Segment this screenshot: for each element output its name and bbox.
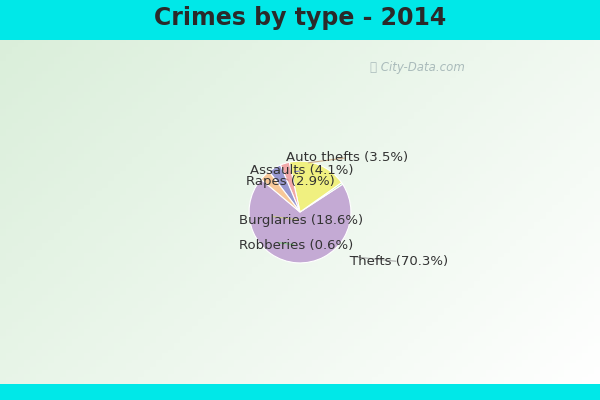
Wedge shape <box>280 162 300 212</box>
Wedge shape <box>249 179 351 263</box>
Wedge shape <box>269 165 300 212</box>
Text: Burglaries (18.6%): Burglaries (18.6%) <box>239 214 364 227</box>
Text: Thefts (70.3%): Thefts (70.3%) <box>350 255 448 268</box>
Text: Assaults (4.1%): Assaults (4.1%) <box>250 164 354 177</box>
Wedge shape <box>300 183 343 212</box>
Text: Crimes by type - 2014: Crimes by type - 2014 <box>154 6 446 30</box>
Text: ⓘ City-Data.com: ⓘ City-Data.com <box>370 61 465 74</box>
Text: Auto thefts (3.5%): Auto thefts (3.5%) <box>286 151 409 164</box>
Text: Robberies (0.6%): Robberies (0.6%) <box>239 238 354 252</box>
Wedge shape <box>261 172 300 212</box>
Wedge shape <box>289 161 341 212</box>
Text: Rapes (2.9%): Rapes (2.9%) <box>247 175 335 188</box>
